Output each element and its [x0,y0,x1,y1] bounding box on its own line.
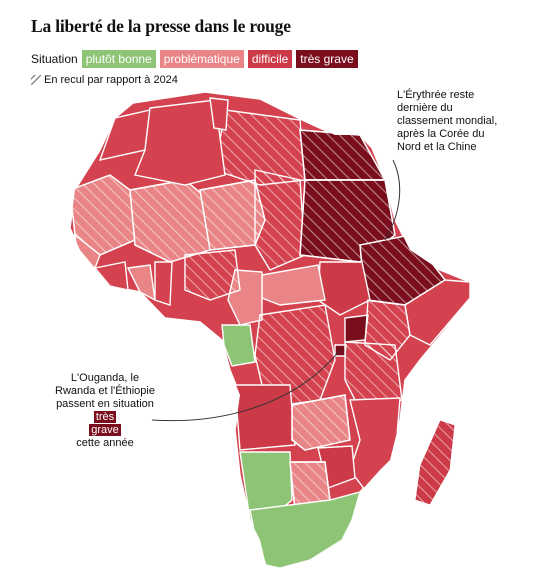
country-angola [234,384,296,451]
hatch-legend: En recul par rapport à 2024 [31,74,178,86]
legend-plutot-bonne: plutôt bonne [81,50,156,68]
country-tunisia [209,97,229,131]
country-ghana [154,261,173,306]
annotation-uganda-highlight-1: très [93,411,117,423]
hatch-legend-label: En recul par rapport à 2024 [44,74,178,86]
country-nigeria [184,249,241,301]
country-libya [214,109,306,186]
legend-label: Situation [31,52,78,66]
hatch-icon [31,75,41,85]
legend-tres-grave: très grave [296,50,358,68]
annotation-uganda-text: L'Ouganda, le Rwanda et l'Éthiopie passe… [55,372,155,410]
legend-problematique: problématique [159,50,244,68]
leader-line-uganda [151,349,341,422]
leader-line-eritrea [384,159,401,241]
country-gabon [221,324,256,367]
annotation-uganda: L'Ouganda, le Rwanda et l'Éthiopie passe… [55,372,155,450]
country-madagascar-hatch [415,420,455,505]
country-uganda [344,314,369,343]
legend-difficile: difficile [247,50,293,68]
country-zambia-hatch [291,394,351,451]
legend: Situation plutôt bonne problématique dif… [31,50,362,68]
annotation-uganda-highlight-2: grave [89,424,121,436]
annotation-eritrea: L'Érythrée reste dernière du classement … [397,89,498,153]
map-title: La liberté de la presse dans le rouge [31,16,291,36]
annotation-uganda-tail: cette année [76,437,134,449]
